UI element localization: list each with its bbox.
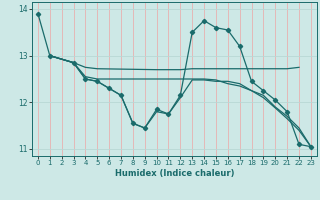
X-axis label: Humidex (Indice chaleur): Humidex (Indice chaleur) [115,169,234,178]
